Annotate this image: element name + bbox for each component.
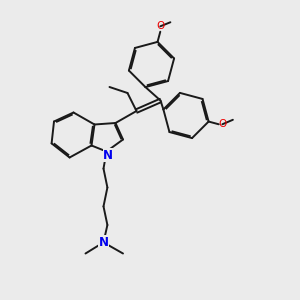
Text: O: O [156,21,164,31]
Text: O: O [218,119,226,129]
Text: N: N [103,148,113,162]
Text: N: N [98,236,109,249]
